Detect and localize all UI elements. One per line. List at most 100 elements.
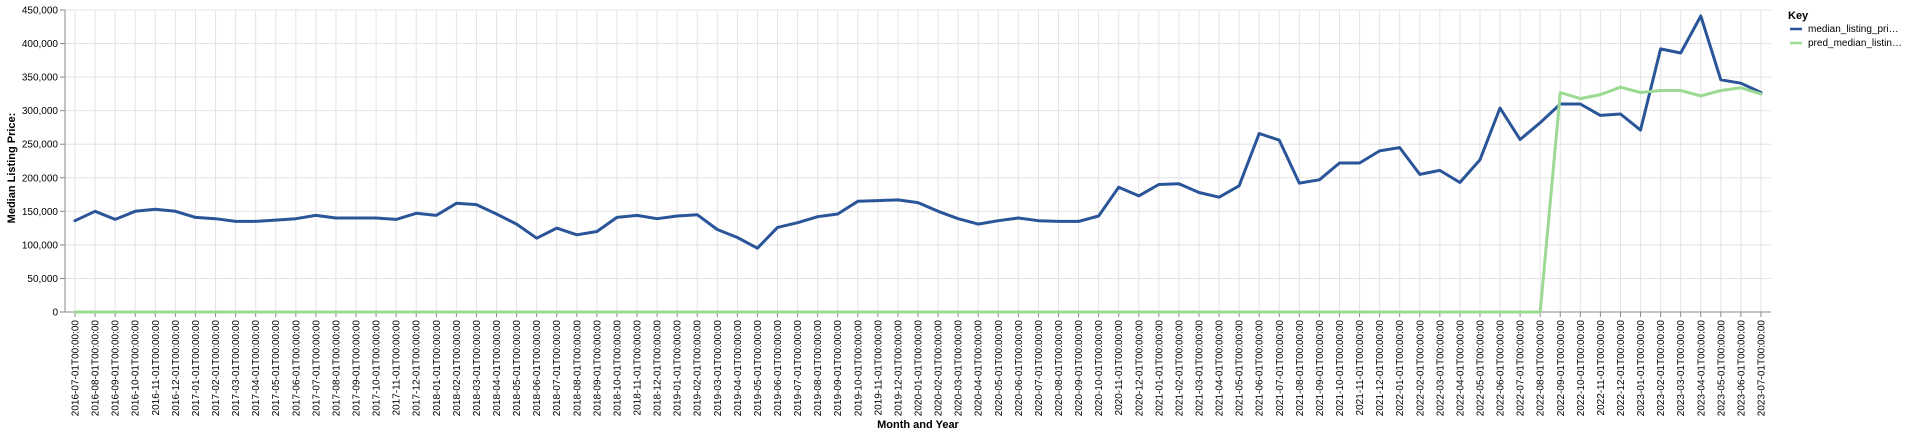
x-tick-label: 2016-08-01T00:00:00	[91, 320, 102, 417]
x-tick-label: 2017-07-01T00:00:00	[311, 320, 322, 417]
x-tick-label: 2019-07-01T00:00:00	[793, 320, 804, 417]
x-tick-label: 2020-02-01T00:00:00	[934, 320, 945, 417]
y-tick-label: 250,000	[22, 140, 59, 151]
y-tick-label: 450,000	[22, 6, 59, 17]
x-tick-label: 2018-11-01T00:00:00	[633, 320, 644, 416]
x-tick-label: 2021-05-01T00:00:00	[1235, 320, 1246, 417]
x-tick-label: 2021-08-01T00:00:00	[1295, 320, 1306, 417]
x-tick-label: 2018-06-01T00:00:00	[532, 320, 543, 417]
x-tick-label: 2022-12-01T00:00:00	[1616, 320, 1627, 417]
x-tick-label: 2023-06-01T00:00:00	[1736, 320, 1747, 417]
x-tick-label: 2023-01-01T00:00:00	[1636, 320, 1647, 417]
x-tick-label: 2018-08-01T00:00:00	[572, 320, 583, 417]
x-tick-label: 2022-11-01T00:00:00	[1596, 320, 1607, 416]
x-tick-label: 2023-05-01T00:00:00	[1716, 320, 1727, 417]
x-tick-label: 2019-01-01T00:00:00	[673, 320, 684, 417]
x-tick-label: 2021-07-01T00:00:00	[1275, 320, 1286, 417]
x-axis-title: Month and Year	[877, 419, 959, 431]
x-tick-label: 2017-12-01T00:00:00	[412, 320, 423, 417]
y-tick-label: 300,000	[22, 106, 59, 117]
x-tick-label: 2018-05-01T00:00:00	[512, 320, 523, 417]
y-tick-label: 150,000	[22, 207, 59, 218]
x-tick-label: 2018-09-01T00:00:00	[592, 320, 603, 417]
x-tick-label: 2017-06-01T00:00:00	[291, 320, 302, 417]
legend-label: pred_median_listin…	[1808, 38, 1902, 49]
x-tick-labels: 2016-07-01T00:00:00 2016-08-01T00:00:00 20…	[71, 320, 1768, 417]
x-tick-label: 2020-10-01T00:00:00	[1094, 320, 1105, 417]
x-tick-label: 2020-09-01T00:00:00	[1074, 320, 1085, 417]
legend-title: Key	[1788, 10, 1809, 22]
x-tick-label: 2021-09-01T00:00:00	[1315, 320, 1326, 417]
y-tick-label: 350,000	[22, 73, 59, 84]
x-tick-label: 2022-02-01T00:00:00	[1415, 320, 1426, 417]
legend-entries: median_listing_pri… pred_median_listin…	[1790, 24, 1902, 49]
x-tick-label: 2017-04-01T00:00:00	[251, 320, 262, 417]
y-tick-label: 50,000	[27, 274, 58, 285]
x-tick-label: 2022-06-01T00:00:00	[1496, 320, 1507, 417]
x-tick-label: 2017-08-01T00:00:00	[331, 320, 342, 417]
x-tick-label: 2018-01-01T00:00:00	[432, 320, 443, 417]
x-tick-label: 2017-09-01T00:00:00	[352, 320, 363, 417]
x-tick-label: 2019-09-01T00:00:00	[833, 320, 844, 417]
x-tick-label: 2021-01-01T00:00:00	[1154, 320, 1165, 417]
x-tick-label: 2018-02-01T00:00:00	[452, 320, 463, 417]
legend-label: median_listing_pri…	[1808, 24, 1899, 35]
grid-lines	[65, 9, 1771, 313]
x-tick-label: 2022-05-01T00:00:00	[1475, 320, 1486, 417]
x-tick-label: 2020-07-01T00:00:00	[1034, 320, 1045, 417]
x-tick-label: 2023-07-01T00:00:00	[1756, 320, 1767, 417]
x-tick-label: 2023-03-01T00:00:00	[1676, 320, 1687, 417]
x-tick-label: 2020-03-01T00:00:00	[954, 320, 965, 417]
x-tick-label: 2019-10-01T00:00:00	[853, 320, 864, 417]
x-tick-label: 2018-10-01T00:00:00	[612, 320, 623, 417]
x-tick-label: 2019-11-01T00:00:00	[873, 320, 884, 416]
x-tick-label: 2020-11-01T00:00:00	[1114, 320, 1125, 416]
y-tick-label: 100,000	[22, 240, 59, 251]
x-tick-label: 2022-08-01T00:00:00	[1536, 320, 1547, 417]
x-tick-label: 2021-06-01T00:00:00	[1255, 320, 1266, 417]
x-tick-label: 2023-04-01T00:00:00	[1696, 320, 1707, 417]
x-tick-label: 2019-02-01T00:00:00	[693, 320, 704, 417]
x-tick-label: 2020-08-01T00:00:00	[1054, 320, 1065, 417]
x-tick-label: 2020-01-01T00:00:00	[914, 320, 925, 417]
x-tick-label: 2019-08-01T00:00:00	[813, 320, 824, 417]
x-tick-label: 2016-10-01T00:00:00	[131, 320, 142, 417]
x-tick-label: 2020-12-01T00:00:00	[1134, 320, 1145, 417]
x-tick-label: 2019-06-01T00:00:00	[773, 320, 784, 417]
series-line-1	[73, 14, 1763, 250]
legend: Key median_listing_pri… pred_median_listi…	[1788, 10, 1902, 49]
x-tick-label: 2022-03-01T00:00:00	[1435, 320, 1446, 417]
x-tick-label: 2017-02-01T00:00:00	[211, 320, 222, 417]
x-tick-label: 2021-04-01T00:00:00	[1215, 320, 1226, 417]
x-tick-label: 2021-03-01T00:00:00	[1194, 320, 1205, 417]
x-tick-label: 2019-05-01T00:00:00	[753, 320, 764, 417]
x-tick-label: 2022-07-01T00:00:00	[1516, 320, 1527, 417]
series-lines	[73, 14, 1763, 314]
x-tick-label: 2021-02-01T00:00:00	[1174, 320, 1185, 417]
x-tick-label: 2017-05-01T00:00:00	[271, 320, 282, 417]
x-tick-label: 2018-12-01T00:00:00	[653, 320, 664, 417]
x-tick-label: 2020-06-01T00:00:00	[1014, 320, 1025, 417]
x-tick-label: 2022-04-01T00:00:00	[1455, 320, 1466, 417]
x-tick-label: 2018-04-01T00:00:00	[492, 320, 503, 417]
y-tick-label: 400,000	[22, 39, 59, 50]
x-tick-label: 2016-07-01T00:00:00	[71, 320, 82, 417]
x-tick-label: 2023-02-01T00:00:00	[1656, 320, 1667, 417]
y-tick-label: 200,000	[22, 173, 59, 184]
x-tick-label: 2017-10-01T00:00:00	[372, 320, 383, 417]
x-tick-label: 2019-03-01T00:00:00	[713, 320, 724, 417]
y-axis-title: Median Listing Price:	[6, 113, 18, 224]
x-tick-label: 2020-04-01T00:00:00	[974, 320, 985, 417]
x-tick-label: 2022-10-01T00:00:00	[1576, 320, 1587, 417]
x-tick-label: 2020-05-01T00:00:00	[994, 320, 1005, 417]
x-tick-label: 2019-12-01T00:00:00	[893, 320, 904, 417]
x-tick-label: 2017-01-01T00:00:00	[191, 320, 202, 417]
x-tick-label: 2021-12-01T00:00:00	[1375, 320, 1386, 417]
x-tick-label: 2018-07-01T00:00:00	[552, 320, 563, 417]
x-tick-label: 2018-03-01T00:00:00	[472, 320, 483, 417]
x-tick-label: 2019-04-01T00:00:00	[733, 320, 744, 417]
x-tick-label: 2016-12-01T00:00:00	[171, 320, 182, 417]
x-tick-label: 2016-09-01T00:00:00	[111, 320, 122, 417]
x-tick-label: 2021-10-01T00:00:00	[1335, 320, 1346, 417]
